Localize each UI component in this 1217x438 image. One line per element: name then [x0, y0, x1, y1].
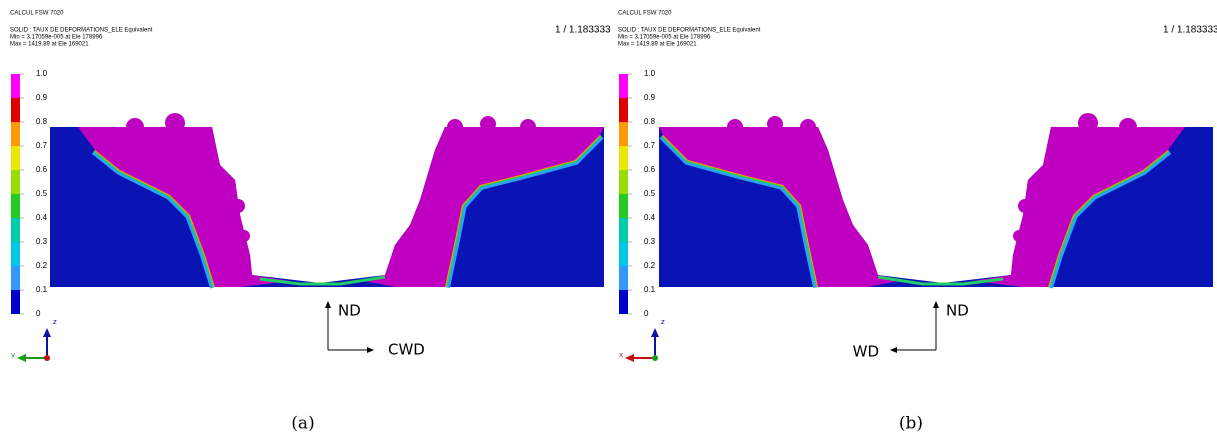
- colorbar-label: 0: [644, 309, 649, 318]
- colorbar-band: [619, 290, 628, 314]
- colorbar-label: 0.7: [36, 141, 48, 150]
- colorbar-band: [619, 266, 628, 290]
- triad-head: [17, 354, 26, 362]
- colorbar-label: 0.5: [644, 189, 656, 198]
- ratio: 1 / 1.183333: [555, 25, 611, 36]
- colorbar-band: [619, 74, 628, 98]
- triad-z-label: z: [661, 318, 665, 326]
- colorbar-band: [619, 146, 628, 170]
- triad-z-label: z: [53, 318, 57, 326]
- panel: CALCUL FSW 7020 SOLID : TAUX DE DEFORMATI…: [10, 11, 611, 434]
- flash-bump: [1078, 113, 1098, 133]
- colorbar-label: 0.3: [644, 237, 656, 246]
- high-strain-zone: [659, 127, 903, 287]
- colorbar-label: 0.9: [644, 93, 656, 102]
- flash-bump: [1013, 230, 1025, 242]
- header-min: Min = 3.17059e-005 at Ele 178996: [618, 35, 711, 41]
- flash-bump: [767, 116, 783, 132]
- colorbar-band: [11, 194, 20, 218]
- colorbar-label: 0.4: [36, 213, 48, 222]
- colorbar-label: 0.2: [36, 261, 48, 270]
- colorbar-band: [11, 74, 20, 98]
- colorbar-label: 0.1: [36, 285, 48, 294]
- caption: (b): [899, 414, 923, 434]
- triad-head: [651, 328, 659, 337]
- colorbar-label: 1.0: [36, 69, 48, 78]
- panel: CALCUL FSW 7020 SOLID : TAUX DE DEFORMATI…: [618, 11, 1217, 434]
- high-strain-zone: [973, 127, 1185, 287]
- flash-bump: [165, 113, 185, 133]
- contour-plot: [659, 113, 1213, 289]
- colorbar-label: 0.4: [644, 213, 656, 222]
- flash-bump: [238, 230, 250, 242]
- triad-head: [43, 328, 51, 337]
- header-title: CALCUL FSW 7020: [10, 11, 64, 17]
- colorbar-label: 0.8: [36, 117, 48, 126]
- dir-label: WD: [853, 343, 879, 361]
- header-min: Min = 3.17059e-005 at Ele 178996: [10, 35, 103, 41]
- flash-bump: [447, 119, 463, 135]
- header-max: Max = 1419.89 at Ele 169021: [10, 42, 89, 48]
- triad-origin: [44, 355, 50, 361]
- flash-bump: [1018, 199, 1032, 213]
- colorbar-band: [11, 242, 20, 266]
- colorbar-band: [11, 170, 20, 194]
- header-solid: SOLID : TAUX DE DEFORMATIONS_ELE Equival…: [10, 28, 153, 34]
- triad-head: [625, 354, 634, 362]
- triad-h-label: y: [11, 351, 15, 359]
- colorbar-label: 0: [36, 309, 41, 318]
- flash-bump: [480, 116, 496, 132]
- dir-label: CWD: [388, 341, 425, 359]
- high-strain-zone: [78, 127, 290, 287]
- colorbar-label: 0.6: [644, 165, 656, 174]
- header-max: Max = 1419.89 at Ele 169021: [618, 42, 697, 48]
- arrow-head: [933, 301, 939, 308]
- colorbar-label: 0.7: [644, 141, 656, 150]
- transition-zone: [877, 275, 1004, 286]
- colorbar-band: [619, 170, 628, 194]
- colorbar-band: [11, 122, 20, 146]
- colorbar-band: [619, 194, 628, 218]
- colorbar-label: 0.9: [36, 93, 48, 102]
- header-title: CALCUL FSW 7020: [618, 11, 672, 17]
- colorbar-band: [619, 242, 628, 266]
- flash-bump: [1027, 178, 1043, 194]
- flash-bump: [1119, 118, 1137, 136]
- colorbar-band: [11, 146, 20, 170]
- colorbar-band: [11, 218, 20, 242]
- colorbar-label: 0.3: [36, 237, 48, 246]
- colorbar-band: [619, 98, 628, 122]
- ratio: 1 / 1.183333: [1163, 25, 1217, 36]
- caption: (a): [291, 414, 314, 434]
- arrow-head: [890, 347, 897, 353]
- flash-bump: [727, 119, 743, 135]
- flash-bump: [220, 178, 236, 194]
- colorbar-label: 0.5: [36, 189, 48, 198]
- colorbar-label: 0.2: [644, 261, 656, 270]
- triad-h-label: x: [619, 351, 623, 359]
- high-strain-zone: [360, 127, 604, 287]
- flash-bump: [520, 119, 536, 135]
- header-solid: SOLID : TAUX DE DEFORMATIONS_ELE Equival…: [618, 28, 761, 34]
- colorbar-label: 0.6: [36, 165, 48, 174]
- colorbar-band: [11, 290, 20, 314]
- colorbar-label: 1.0: [644, 69, 656, 78]
- contour-plot: [50, 113, 604, 289]
- nd-label: ND: [338, 302, 361, 320]
- colorbar-band: [619, 218, 628, 242]
- flash-bump: [231, 199, 245, 213]
- colorbar-band: [11, 98, 20, 122]
- nd-label: ND: [946, 302, 969, 320]
- colorbar-band: [619, 122, 628, 146]
- triad-origin: [652, 355, 658, 361]
- transition-zone: [259, 275, 386, 286]
- arrow-head: [325, 301, 331, 308]
- flash-bump: [126, 118, 144, 136]
- flash-bump: [800, 119, 816, 135]
- colorbar-band: [11, 266, 20, 290]
- arrow-head: [367, 347, 374, 353]
- colorbar-label: 0.8: [644, 117, 656, 126]
- colorbar-label: 0.1: [644, 285, 656, 294]
